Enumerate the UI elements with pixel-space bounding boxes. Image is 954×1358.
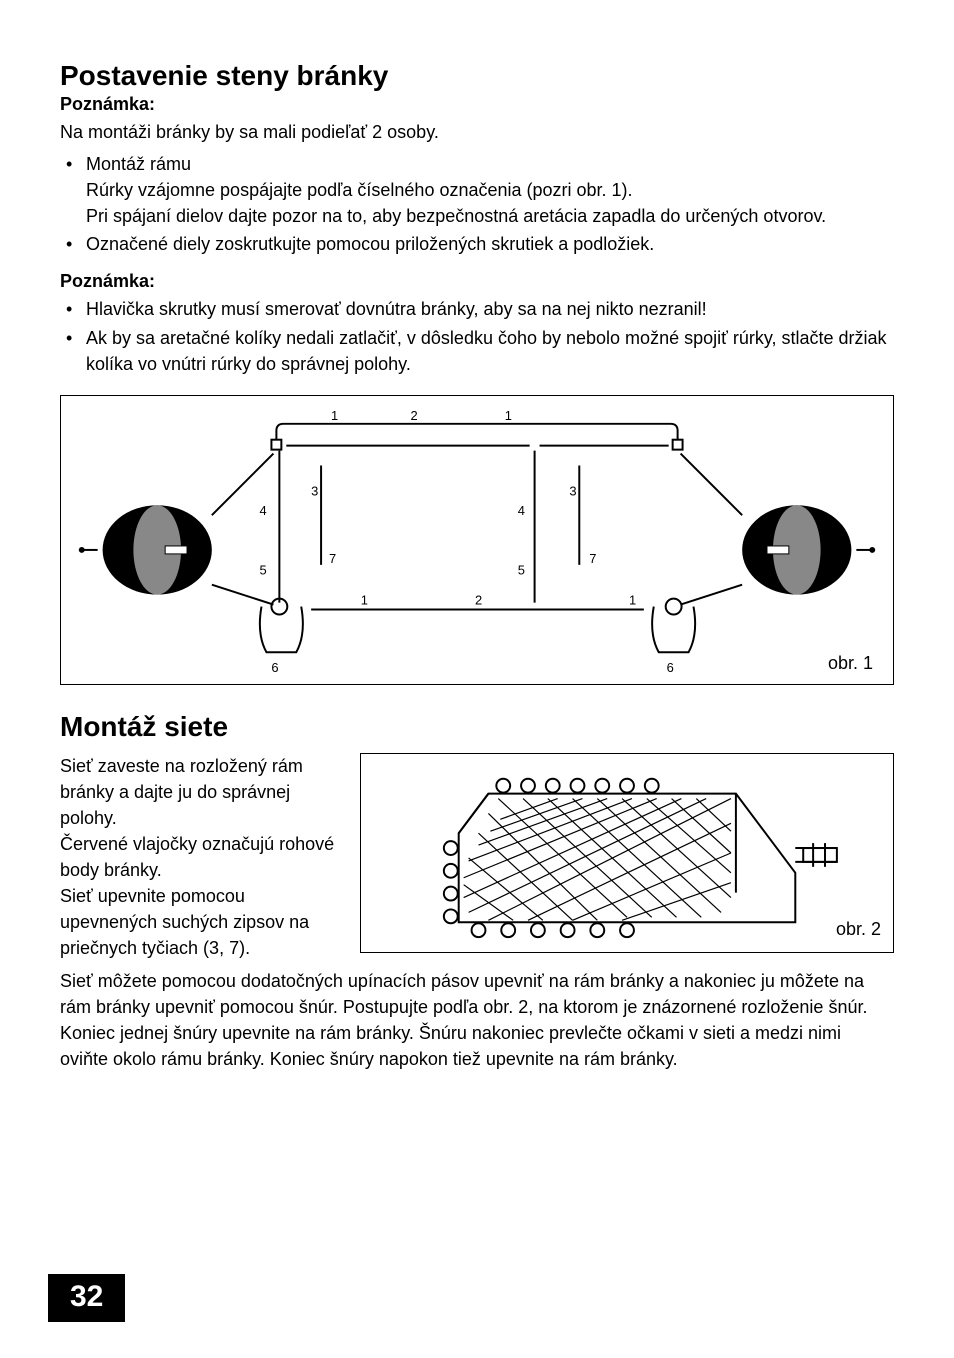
svg-text:5: 5 [518,563,525,578]
figure-1-label: obr. 1 [828,653,873,674]
svg-text:5: 5 [260,563,267,578]
svg-text:3: 3 [569,483,576,498]
svg-text:1: 1 [505,408,512,423]
bullet-list-2: Hlavička skrutky musí smerovať dovnútra … [60,296,894,376]
bullet-list-1: Montáž rámu Rúrky vzájomne pospájajte po… [60,151,894,257]
page-number: 32 [48,1274,125,1322]
svg-text:7: 7 [329,551,336,566]
svg-text:6: 6 [667,660,674,675]
section2-title: Montáž siete [60,711,894,743]
figure-2: obr. 2 [360,753,894,953]
list-item: Hlavička skrutky musí smerovať dovnútra … [60,296,894,322]
figure-2-svg [361,754,893,952]
svg-text:4: 4 [260,503,267,518]
section2-left-text: Sieť zaveste na rozložený rám bránky a d… [60,753,340,962]
svg-text:7: 7 [589,551,596,566]
figure-2-label: obr. 2 [836,919,881,940]
list-item: Označené diely zoskrutkujte pomocou pril… [60,231,894,257]
bullet1-line1: Montáž rámu [86,154,191,174]
svg-text:3: 3 [311,483,318,498]
svg-text:4: 4 [518,503,525,518]
para1: Sieť zaveste na rozložený rám bránky a d… [60,756,303,828]
section-2: Montáž siete Sieť zaveste na rozložený r… [60,711,894,1072]
figure-1: 1 2 1 3 3 4 4 5 5 7 7 1 2 1 6 6 obr. 1 [60,395,894,685]
svg-text:1: 1 [629,592,636,607]
note-label-1: Poznámka: [60,94,894,115]
note-label-2: Poznámka: [60,271,894,292]
para3: Sieť upevnite pomocou upevnených suchých… [60,886,309,958]
intro-text: Na montáži bránky by sa mali podieľať 2 … [60,119,894,145]
bullet1-line2: Rúrky vzájomne pospájajte podľa číselnéh… [86,180,633,200]
para2: Červené vlajočky označujú rohové body br… [60,834,334,880]
para4: Sieť môžete pomocou dodatočných upínacíc… [60,968,894,1072]
bullet1-line3: Pri spájaní dielov dajte pozor na to, ab… [86,206,826,226]
svg-text:2: 2 [475,592,482,607]
svg-text:2: 2 [410,408,417,423]
list-item: Ak by sa aretačné kolíky nedali zatlačiť… [60,325,894,377]
svg-text:1: 1 [331,408,338,423]
svg-text:6: 6 [271,660,278,675]
list-item: Montáž rámu Rúrky vzájomne pospájajte po… [60,151,894,229]
figure-1-svg: 1 2 1 3 3 4 4 5 5 7 7 1 2 1 6 6 [61,396,893,684]
section1-title: Postavenie steny bránky [60,60,894,92]
svg-text:1: 1 [361,592,368,607]
